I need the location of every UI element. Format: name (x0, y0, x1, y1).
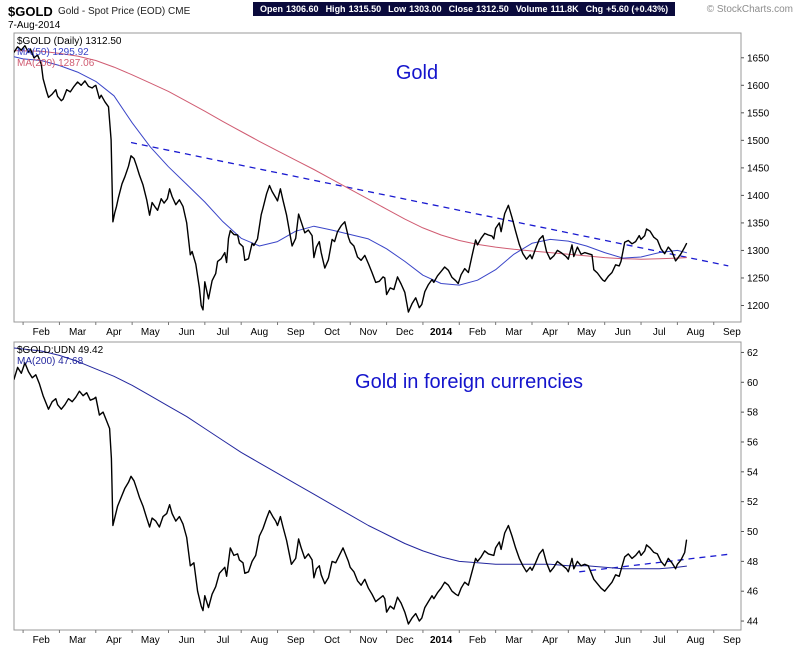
x-axis-label: May (577, 635, 596, 646)
y-axis-label: 1250 (747, 273, 770, 284)
gold-ma200-line (14, 50, 687, 260)
quote-strip: Open 1306.60 High 1315.50 Low 1303.00 Close… (253, 2, 676, 16)
x-axis-label: Dec (396, 635, 414, 646)
y-axis-label: 46 (747, 587, 759, 598)
x-axis-label: Feb (469, 327, 487, 338)
y-axis-label: 1500 (747, 136, 770, 147)
quote-open: Open 1306.60 (260, 4, 319, 14)
x-axis-label: Apr (106, 635, 122, 646)
x-axis-label: Jul (217, 635, 230, 646)
gold-udn-line (14, 362, 688, 625)
y-axis-label: 60 (747, 378, 759, 389)
quote-high: High 1315.50 (325, 4, 382, 14)
y-axis-label: 1400 (747, 191, 770, 202)
x-axis-label: Nov (360, 327, 378, 338)
x-axis-label: Aug (250, 327, 268, 338)
x-axis-label: Aug (250, 635, 268, 646)
gold-ma50-line (14, 56, 687, 286)
x-axis-label: Jun (179, 327, 195, 338)
x-axis-label: May (141, 635, 160, 646)
x-axis-label: Aug (687, 327, 705, 338)
panel-border-top (13, 32, 742, 323)
y-axis-label: 50 (747, 527, 759, 538)
x-axis-label: May (141, 327, 160, 338)
y-axis-label: 52 (747, 497, 759, 508)
x-axis-label: Sep (723, 327, 741, 338)
symbol-description: Gold - Spot Price (EOD) CME (58, 6, 191, 17)
x-axis-label: Jun (615, 635, 631, 646)
x-axis-label: Jul (653, 327, 666, 338)
y-axis-label: 56 (747, 437, 759, 448)
trendline-top (130, 141, 729, 267)
y-axis-label: 1300 (747, 246, 770, 257)
x-axis-label: Apr (542, 327, 558, 338)
gold-daily-line (14, 45, 688, 313)
y-axis-label: 1350 (747, 218, 770, 229)
trendline-bottom (579, 553, 732, 573)
udn-ma200-line (14, 347, 687, 570)
x-axis-label: 2014 (430, 635, 453, 646)
y-axis-label: 1450 (747, 163, 770, 174)
x-axis-label: Jul (653, 635, 666, 646)
x-axis-label: Jun (179, 635, 195, 646)
x-axis-label: Oct (324, 635, 340, 646)
x-axis-label: Sep (723, 635, 741, 646)
x-axis-label: Aug (687, 635, 705, 646)
y-axis-label: 48 (747, 557, 759, 568)
x-axis-label: Dec (396, 327, 414, 338)
y-axis-label: 1650 (747, 53, 770, 64)
x-axis-label: Jul (217, 327, 230, 338)
x-axis-label: 2014 (430, 327, 453, 338)
x-axis-label: Jun (615, 327, 631, 338)
y-axis-label: 54 (747, 467, 759, 478)
x-axis-label: Feb (33, 635, 51, 646)
y-axis-label: 62 (747, 348, 759, 359)
y-axis-label: 1600 (747, 81, 770, 92)
x-axis-label: Sep (287, 327, 305, 338)
x-axis-label: Apr (542, 635, 558, 646)
x-axis-label: Apr (106, 327, 122, 338)
x-axis-label: Mar (69, 327, 87, 338)
symbol-title: $GOLD (8, 4, 53, 19)
quote-volume: Volume 111.8K (515, 4, 579, 14)
y-axis-label: 44 (747, 617, 759, 628)
x-axis-label: Mar (505, 327, 523, 338)
x-axis-label: Oct (324, 327, 340, 338)
copyright-text: © StockCharts.com (706, 4, 793, 15)
panel-border-bottom (13, 341, 742, 631)
quote-close: Close 1312.50 (448, 4, 509, 14)
quote-change: Chg +5.60 (+0.43%) (585, 4, 669, 14)
x-axis-label: Nov (360, 635, 378, 646)
x-axis-label: May (577, 327, 596, 338)
y-axis-label: 58 (747, 408, 759, 419)
x-axis-label: Sep (287, 635, 305, 646)
x-axis-label: Feb (33, 327, 51, 338)
quote-low: Low 1303.00 (388, 4, 442, 14)
x-axis-label: Feb (469, 635, 487, 646)
x-axis-label: Mar (505, 635, 523, 646)
x-axis-label: Mar (69, 635, 87, 646)
y-axis-label: 1550 (747, 108, 770, 119)
y-axis-label: 1200 (747, 301, 770, 312)
chart-date: 7-Aug-2014 (8, 20, 61, 31)
